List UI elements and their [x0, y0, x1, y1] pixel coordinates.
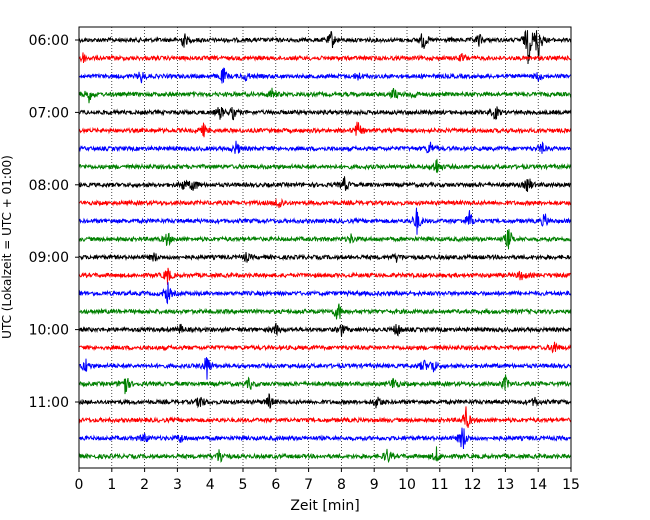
- seismic-trace: [78, 357, 572, 380]
- trace-layer: [78, 29, 572, 464]
- seismic-trace: [78, 140, 572, 154]
- x-tick-label: 12: [464, 477, 482, 493]
- seismic-trace: [78, 106, 572, 121]
- x-tick-label: 15: [562, 477, 580, 493]
- y-tick-label: 09:00: [29, 250, 69, 266]
- seismic-trace: [78, 87, 572, 104]
- seismic-trace: [78, 406, 572, 428]
- x-tick-label: 11: [431, 477, 449, 493]
- seismic-trace: [78, 228, 572, 250]
- seismic-trace: [78, 282, 572, 305]
- x-tick-label: 0: [75, 477, 84, 493]
- seismic-trace: [78, 197, 572, 209]
- x-tick-label: 7: [304, 477, 313, 493]
- x-tick-label: 1: [107, 477, 116, 493]
- seismic-trace: [78, 341, 572, 354]
- x-axis-label: Zeit [min]: [290, 498, 359, 514]
- plot-frame: [78, 26, 572, 469]
- y-axis-label: UTC (Lokalzeit = UTC + 01:00): [0, 155, 14, 339]
- seismic-trace: [78, 393, 572, 409]
- seismic-trace: [78, 121, 572, 138]
- x-tick-label: 4: [206, 477, 215, 493]
- seismic-trace: [78, 29, 572, 65]
- seismic-trace: [78, 207, 572, 235]
- seismic-trace: [78, 67, 572, 84]
- seismic-trace: [78, 322, 572, 337]
- seismic-trace: [78, 427, 572, 450]
- seismic-trace: [78, 303, 572, 320]
- y-tick-label: 06:00: [29, 33, 69, 49]
- seismic-trace: [78, 374, 572, 395]
- x-tick-label: 10: [398, 477, 416, 493]
- x-tick-label: 5: [239, 477, 248, 493]
- x-tick-label: 8: [337, 477, 346, 493]
- x-tick-label: 2: [140, 477, 149, 493]
- y-tick-label: 11:00: [29, 395, 69, 411]
- seismic-trace: [78, 158, 572, 174]
- seismic-trace: [79, 52, 572, 64]
- x-tick-label: 6: [271, 477, 280, 493]
- seismic-trace: [78, 267, 572, 285]
- y-tick-label: 10:00: [29, 323, 69, 339]
- x-tick-label: 14: [529, 477, 547, 493]
- x-tick-label: 13: [496, 477, 514, 493]
- y-tick-label: 08:00: [29, 178, 69, 194]
- seismic-trace: [78, 446, 572, 464]
- x-axis: 0 1 2 3 4 5 6 7 8 9 10 11 12 13 14 15: [75, 468, 580, 493]
- x-tick-label: 9: [370, 477, 379, 493]
- y-axis: 06:00 07:00 08:00 09:00 10:00 11:00: [29, 33, 79, 411]
- x-tick-label: 3: [173, 477, 182, 493]
- seismic-trace: [78, 176, 572, 192]
- seismic-trace: [78, 252, 572, 263]
- y-tick-label: 07:00: [29, 105, 69, 121]
